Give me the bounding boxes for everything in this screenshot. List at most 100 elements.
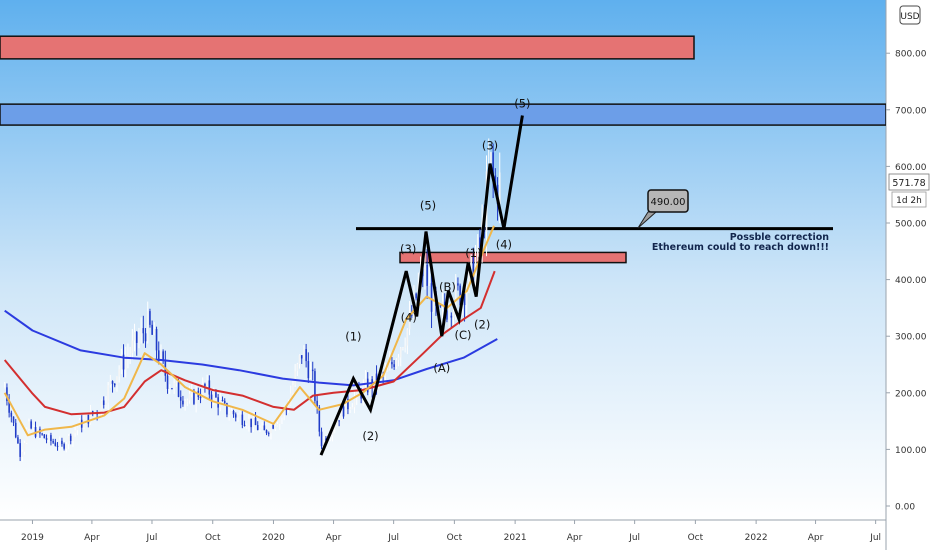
moving-average-line: [3, 225, 495, 437]
candle-body: [151, 324, 153, 335]
candle-body: [146, 311, 149, 342]
candle-body: [259, 427, 261, 430]
candle-body: [41, 433, 43, 435]
candle-body: [294, 371, 296, 385]
time-tick-label: Apr: [808, 533, 824, 543]
candle-body: [19, 443, 21, 457]
wave-labels-layer: (1) (2) (3) (4) (5) (1) (2) (3) (4) (5) (A) (B) (C): [345, 96, 530, 442]
candle-body: [234, 414, 237, 418]
price-axis: 800.00 700.00 600.00 500.00 400.00 300.00 200.…: [886, 50, 927, 513]
price-tick-label: 0.00: [895, 503, 915, 513]
currency-badge[interactable]: USD: [899, 5, 921, 25]
candle-body: [25, 429, 28, 443]
candle-body: [199, 397, 202, 399]
candle-body: [349, 408, 351, 410]
target-callout[interactable]: 490.00: [637, 189, 689, 229]
candle-body: [166, 375, 169, 389]
candle-body: [492, 152, 494, 176]
candle-body: [353, 397, 356, 408]
wave-label: (A): [433, 361, 450, 375]
candle-body: [274, 425, 277, 429]
candle-body: [56, 445, 59, 447]
candle-body: [459, 285, 461, 306]
candle-body: [426, 264, 428, 286]
time-tick-label: Oct: [447, 533, 463, 543]
candle-body: [54, 442, 57, 446]
candle-body: [333, 425, 336, 430]
price-tick-label: 800.00: [895, 50, 927, 60]
candle-body: [261, 425, 263, 428]
candle-body: [338, 420, 340, 422]
candle-body: [52, 441, 54, 443]
candle-body: [153, 329, 156, 335]
candle-body: [212, 392, 215, 401]
candle-body: [320, 431, 323, 447]
candle-body: [256, 425, 259, 430]
candle-body: [118, 369, 120, 377]
candle-body: [386, 369, 389, 372]
wave-label: (2): [474, 318, 490, 332]
candle-body: [179, 396, 182, 401]
candle-body: [74, 430, 76, 434]
candle-body: [452, 311, 455, 318]
elliott-wave-path[interactable]: [319, 115, 524, 456]
candle-body: [250, 418, 252, 428]
last-price-marker: 571.78: [888, 173, 930, 191]
candle-body: [336, 420, 338, 426]
candle-body: [23, 442, 26, 452]
candle-body: [439, 305, 442, 307]
candle-body: [204, 383, 206, 386]
candle-body: [61, 440, 63, 445]
candle-body: [272, 425, 274, 429]
candle-body: [182, 400, 184, 405]
resistance-zone[interactable]: [0, 103, 886, 126]
candle-body: [190, 390, 193, 394]
candle-body: [457, 283, 459, 286]
candle-body: [171, 388, 173, 390]
wave-layer: [319, 115, 524, 456]
candle-body: [186, 400, 189, 402]
candle-body: [254, 417, 257, 426]
candle-body: [87, 414, 90, 424]
candle-body: [311, 369, 314, 372]
currency-badge-label: USD: [900, 12, 919, 22]
candle-body: [28, 421, 30, 430]
candle-body: [430, 283, 433, 312]
candle-body: [325, 438, 327, 441]
candle-body: [494, 175, 497, 185]
candle-body: [3, 387, 6, 389]
moving-average-line: [3, 270, 496, 416]
wave-label: (4): [496, 238, 512, 252]
candle-body: [168, 388, 171, 390]
candle-body: [65, 444, 68, 449]
candle-body: [215, 392, 217, 398]
wave-label: (C): [454, 328, 471, 342]
wave-label: (2): [362, 429, 378, 443]
candle-body: [305, 349, 307, 362]
wave-label: (3): [482, 139, 498, 153]
candle-body: [210, 394, 213, 401]
candle-body: [188, 393, 191, 401]
time-tick-label: Apr: [326, 533, 342, 543]
candle-body: [281, 414, 283, 418]
candle-body: [347, 398, 349, 410]
candle-body: [232, 410, 235, 415]
candle-body: [67, 435, 70, 445]
candle-body: [17, 437, 19, 444]
resistance-zone[interactable]: [0, 35, 695, 60]
candle-body: [160, 351, 162, 361]
time-tick-label: 2020: [262, 533, 285, 543]
countdown-marker: 1d 2h: [891, 191, 927, 208]
candle-body: [162, 351, 164, 361]
candle-body: [43, 434, 46, 439]
candle-body: [111, 381, 114, 384]
candle-body: [21, 451, 24, 457]
candle-body: [47, 435, 50, 440]
candle-body: [237, 414, 239, 418]
resistance-zone[interactable]: [399, 251, 627, 264]
candle-body: [241, 414, 244, 425]
candle-body: [105, 402, 107, 405]
candle-body: [351, 407, 354, 409]
wave-label: (5): [514, 96, 530, 110]
